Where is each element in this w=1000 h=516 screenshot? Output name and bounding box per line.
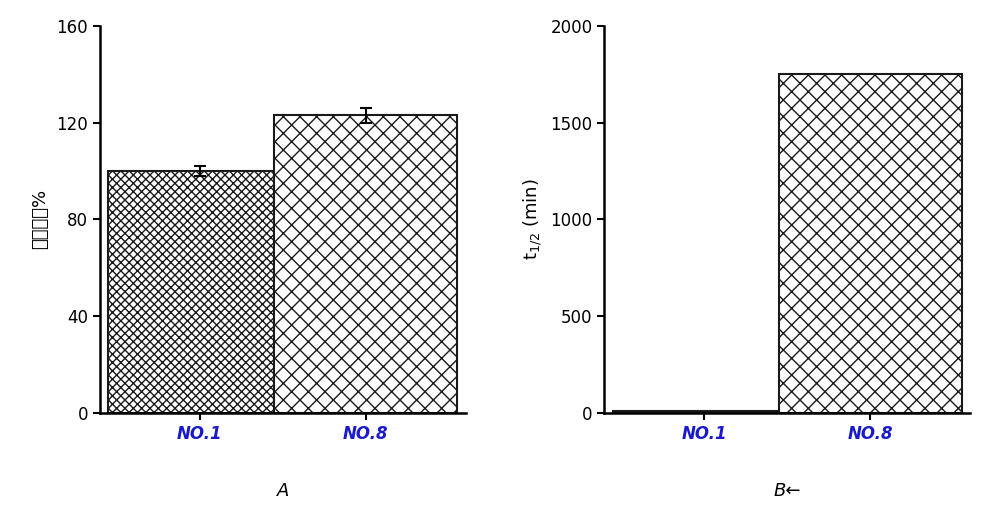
Bar bbox=[108, 171, 291, 413]
Bar bbox=[613, 411, 796, 413]
Bar bbox=[779, 74, 962, 413]
Text: A: A bbox=[277, 482, 289, 501]
Bar bbox=[274, 115, 457, 413]
Y-axis label: t$_{1/2}$ (min): t$_{1/2}$ (min) bbox=[521, 179, 544, 260]
Text: B←: B← bbox=[773, 482, 801, 501]
Y-axis label: 相对酶活%: 相对酶活% bbox=[32, 189, 50, 249]
